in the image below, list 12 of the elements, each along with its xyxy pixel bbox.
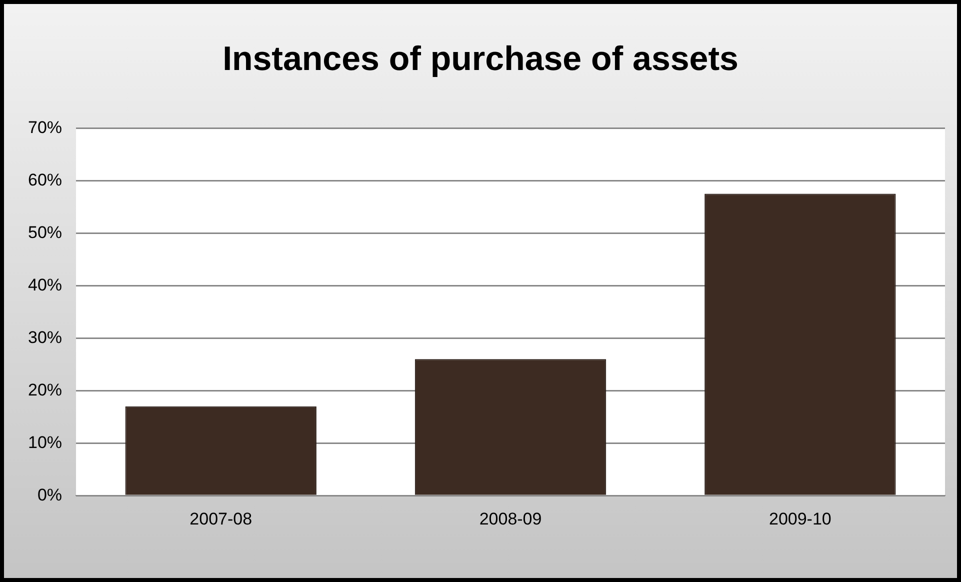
y-tick-label: 10%: [28, 432, 62, 452]
x-tick-label: 2008-09: [479, 509, 542, 528]
x-tick-label: 2007-08: [190, 509, 252, 528]
chart-title: Instances of purchase of assets: [222, 40, 740, 79]
y-tick-label: 60%: [28, 170, 62, 190]
x-tick-label: 2009-10: [768, 509, 832, 528]
y-tick-label: 0%: [37, 485, 62, 504]
y-tick-label: 50%: [28, 222, 62, 242]
y-tick-label: 40%: [28, 275, 62, 294]
y-tick-label: 20%: [28, 380, 62, 400]
y-tick-label: 30%: [28, 328, 62, 347]
y-tick-label: 70%: [28, 118, 62, 137]
